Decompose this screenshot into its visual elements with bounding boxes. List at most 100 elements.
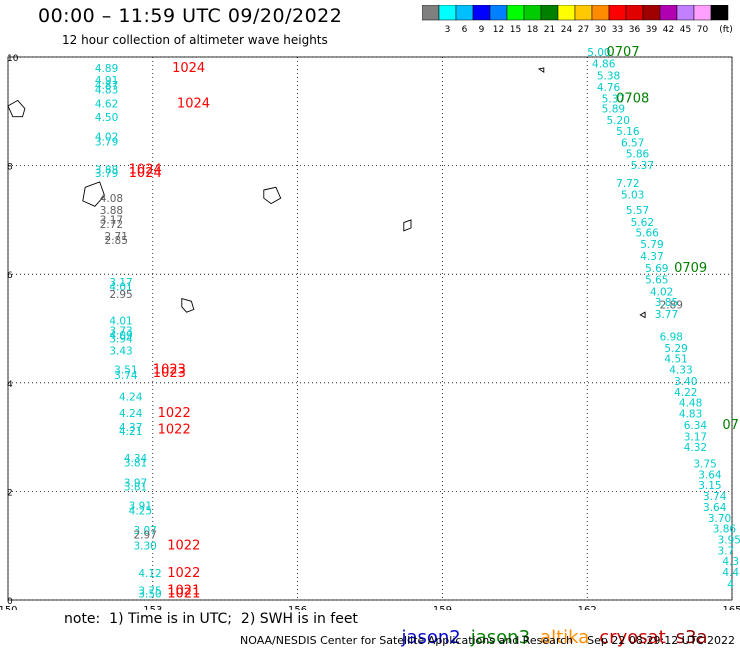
y-tick-label: 6 xyxy=(7,271,13,281)
wave-height-label: 6.98 xyxy=(660,331,683,343)
time-label: 1022 xyxy=(167,566,200,581)
wave-height-label: 2.89 xyxy=(660,299,683,311)
colorbar-label: 36 xyxy=(629,25,641,35)
wave-height-label: 4.22 xyxy=(674,387,697,399)
legend-s3a: s3a xyxy=(675,627,708,648)
wave-height-label: 3.88 xyxy=(100,205,123,217)
colorbar-swatch xyxy=(710,5,729,21)
wave-height-label: 3.17 xyxy=(100,215,123,227)
wave-height-label: 4.24 xyxy=(119,392,143,404)
colorbar-label: 18 xyxy=(527,25,539,35)
coastline-outline xyxy=(7,99,26,118)
footer-note: note: 1) Time is in UTC; 2) SWH is in fe… xyxy=(64,611,358,627)
wave-height-label: 5.69 xyxy=(645,263,668,275)
wave-height-label: 3.88 xyxy=(95,165,118,177)
wave-height-label: 4.01 xyxy=(109,281,132,293)
wave-height-label: 5.29 xyxy=(664,343,687,355)
time-label: 07 xyxy=(722,418,739,433)
time-label: 1023 xyxy=(153,366,186,381)
colorbar-label: 15 xyxy=(510,25,521,35)
colorbar-label: 33 xyxy=(612,25,623,35)
credit-line: NOAA/NESDIS Center for Satellite Applica… xyxy=(240,634,736,647)
chart-subtitle: 12 hour collection of altimeter wave hei… xyxy=(62,33,328,47)
coastline-outline xyxy=(263,186,282,205)
wave-height-label: 5.38 xyxy=(597,70,620,82)
wave-height-label: 3.75 xyxy=(138,586,161,598)
wave-height-label: 3.64 xyxy=(698,469,722,481)
coastline-outline xyxy=(537,67,545,74)
wave-height-label: 4.02 xyxy=(95,132,118,144)
colorbar-label: 45 xyxy=(680,25,691,35)
wave-height-label: 5.79 xyxy=(640,239,663,251)
wave-height-label: 7.72 xyxy=(616,178,639,190)
time-label: 1021 xyxy=(167,586,200,601)
x-tick-label: 159 xyxy=(433,605,452,610)
colorbar-label: 42 xyxy=(663,25,674,35)
wave-height-label: 3.94 xyxy=(109,334,133,346)
wave-height-label: 4.76 xyxy=(597,82,621,94)
coastline-outline xyxy=(639,311,646,319)
wave-height-label: 3.81 xyxy=(124,481,147,493)
wave-height-label: 4.12 xyxy=(138,568,161,580)
time-label: 1023 xyxy=(153,363,186,378)
wave-height-label: 4.48 xyxy=(679,398,702,410)
wave-height-label: 5.00 xyxy=(587,47,610,59)
wave-height-label: 5.57 xyxy=(626,205,649,217)
time-label: 1022 xyxy=(158,422,191,437)
wave-height-label: 2.72 xyxy=(100,219,123,231)
time-label: 1024 xyxy=(172,61,205,76)
wave-height-label: 4.4 xyxy=(722,567,739,579)
wave-height-label: 4.09 xyxy=(109,330,132,342)
colorbar-label: 39 xyxy=(646,25,658,35)
wave-height-label: 4.89 xyxy=(95,63,118,75)
wave-height-label: 3.17 xyxy=(109,277,132,289)
y-tick-label: 10 xyxy=(7,54,19,64)
wave-height-label: 3.50 xyxy=(138,588,161,600)
wave-height-label: 3.75 xyxy=(693,459,716,471)
time-label: 1024 xyxy=(129,163,162,178)
colorbar-label: 9 xyxy=(479,25,485,35)
wave-height-label: 4.34 xyxy=(124,453,148,465)
legend-altika: altika xyxy=(540,627,590,648)
colorbar-label: 21 xyxy=(544,25,555,35)
time-label: 0709 xyxy=(674,261,707,276)
x-tick-label: 165 xyxy=(722,605,740,610)
colorbar-label: 30 xyxy=(595,25,607,35)
wave-height-label: 3.40 xyxy=(674,376,697,388)
wave-height-label: 2.95 xyxy=(109,289,132,301)
wave-height-label: 5.20 xyxy=(607,115,630,127)
wave-height-label: 4.25 xyxy=(129,506,152,518)
time-label: 0707 xyxy=(607,45,640,60)
wave-height-label: 4.24 xyxy=(119,408,143,420)
wave-height-label: 3.74 xyxy=(114,370,138,382)
wave-height-label: 3.86 xyxy=(713,524,737,536)
plot-frame xyxy=(7,56,733,601)
wave-height-label: 5.86 xyxy=(626,148,650,160)
wave-height-label: 3.43 xyxy=(109,346,132,358)
wave-height-label: 3.91 xyxy=(129,500,152,512)
time-label: 1024 xyxy=(177,96,210,111)
wave-height-label: 3.15 xyxy=(698,480,721,492)
coastline-outline xyxy=(181,298,195,313)
wave-height-label: 2.85 xyxy=(105,235,128,247)
wave-height-label: 3.64 xyxy=(703,502,727,514)
legend-jason2: jason2 xyxy=(401,627,461,648)
wave-height-label: 3.85 xyxy=(655,297,678,309)
wave-height-label: 4.62 xyxy=(95,98,118,110)
x-tick-label: 156 xyxy=(288,605,307,610)
y-tick-label: 8 xyxy=(7,163,13,173)
colorbar-unit: (ft) xyxy=(719,25,732,35)
chart-title: 00:00 – 11:59 UTC 09/20/2022 xyxy=(38,5,343,27)
y-tick-label: 0 xyxy=(7,597,13,607)
wave-height-label: 5.37 xyxy=(602,94,625,106)
wave-height-label: 5.65 xyxy=(645,274,668,286)
wave-height-label: 5.66 xyxy=(635,228,659,240)
wave-height-label: 3.07 xyxy=(133,525,156,537)
wave-height-label: 3.7 xyxy=(718,545,735,557)
y-tick-label: 4 xyxy=(7,380,13,390)
x-tick-label: 153 xyxy=(143,605,162,610)
wave-height-label: 3.81 xyxy=(124,457,147,469)
time-label: 1022 xyxy=(167,539,200,554)
coastline-outline xyxy=(82,181,106,207)
wave-height-label: 4.33 xyxy=(669,365,692,377)
